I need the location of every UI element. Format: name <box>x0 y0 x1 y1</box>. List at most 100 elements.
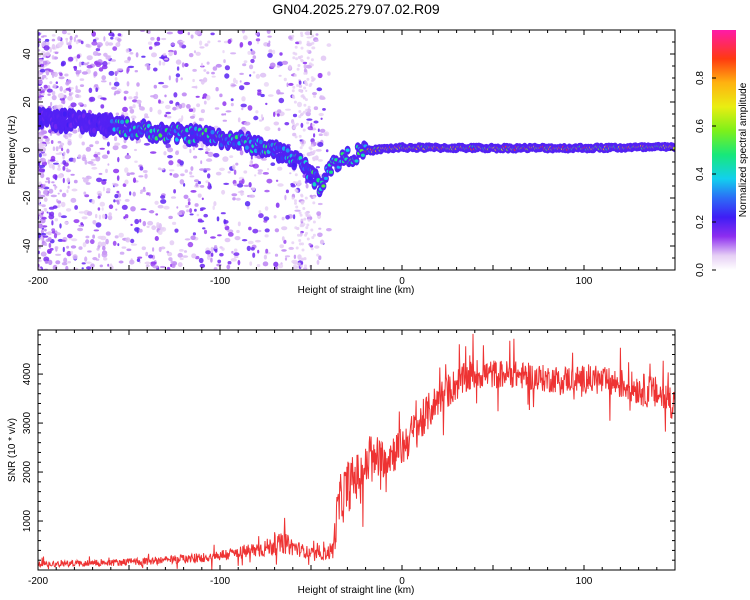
spectrogram-speckle <box>38 59 44 62</box>
spectrogram-speckle <box>294 209 301 212</box>
spectrogram-speckle <box>326 43 332 47</box>
spectrogram-speckle <box>63 134 67 138</box>
spectrogram-speckle <box>100 104 105 109</box>
spectrogram-speckle <box>87 250 92 253</box>
spectrogram-speckle <box>93 71 98 77</box>
spectrogram-speckle <box>60 162 63 165</box>
spectrogram-speckle <box>264 234 269 238</box>
spectrogram-speckle <box>318 133 323 136</box>
spectrogram-speckle <box>143 116 150 119</box>
spectrogram-speckle <box>232 77 237 84</box>
spectrogram-speckle <box>48 188 54 194</box>
spectrogram-speckle <box>51 228 56 232</box>
spectrogram-speckle <box>249 74 252 77</box>
snr-plot-area <box>38 333 675 570</box>
spectrogram-speckle <box>236 229 240 234</box>
spectrogram-speckle <box>38 134 42 138</box>
spectrogram-speckle <box>70 173 75 176</box>
spectrogram-speckle <box>77 127 80 133</box>
spectrogram-speckle <box>176 66 180 71</box>
spectrogram-speckle <box>50 194 57 198</box>
spectrogram-speckle <box>151 52 157 58</box>
spectrogram-speckle <box>297 262 301 266</box>
spectrogram-speckle <box>240 103 247 108</box>
spectrogram-speckle <box>80 222 84 226</box>
spectrogram-speckle <box>61 239 66 242</box>
spectrogram-speckle <box>45 177 50 181</box>
spectrogram-speckle <box>63 257 68 263</box>
spectrogram-speckle <box>44 38 50 42</box>
spectrogram-speckle <box>153 84 157 89</box>
spectrogram-speckle <box>273 261 279 267</box>
spectrogram-speckle <box>199 40 203 46</box>
spectrogram-speckle <box>288 246 295 250</box>
spectrogram-ylabel: Frequency (Hz) <box>7 116 18 185</box>
spectrogram-speckle <box>186 104 191 109</box>
spectrogram-speckle <box>252 55 257 60</box>
spectrogram-speckle <box>239 150 244 156</box>
spectrogram-speckle <box>129 52 134 55</box>
spectrogram-speckle <box>144 261 151 265</box>
y-tick-label: -20 <box>22 190 33 205</box>
spectrogram-ridge <box>308 176 313 181</box>
spectrogram-speckle <box>195 182 199 187</box>
spectrogram-speckle <box>300 46 304 50</box>
spectrogram-speckle <box>274 266 279 270</box>
snr-series-line <box>38 333 675 570</box>
spectrogram-speckle <box>308 62 312 66</box>
spectrogram-speckle <box>80 40 84 45</box>
spectrogram-speckle <box>300 264 303 268</box>
spectrogram-speckle <box>164 114 168 118</box>
spectrogram-speckle <box>176 163 180 167</box>
spectrogram-speckle <box>65 87 71 91</box>
spectrogram-speckle <box>303 64 307 69</box>
spectrogram-speckle <box>60 215 67 219</box>
spectrogram-ridge <box>53 123 58 130</box>
y-tick-label: 40 <box>22 48 33 60</box>
spectrogram-speckle <box>294 173 298 177</box>
spectrogram-speckle <box>183 183 186 187</box>
spectrogram-speckle <box>81 267 84 270</box>
spectrogram-speckle <box>292 126 296 130</box>
spectrogram-speckle <box>113 199 116 203</box>
spectrogram-speckle <box>126 81 130 87</box>
spectrogram-speckle <box>134 148 137 152</box>
spectrogram-speckle <box>205 148 211 152</box>
spectrogram-speckle <box>49 159 56 162</box>
spectrogram-speckle <box>46 88 53 93</box>
spectrogram-speckle <box>170 43 176 46</box>
spectrogram-speckle <box>167 155 173 159</box>
spectrogram-speckle <box>258 210 262 214</box>
spectrogram-speckle <box>303 86 307 90</box>
spectrogram-speckle <box>115 208 118 211</box>
spectrogram-speckle <box>141 246 146 251</box>
spectrogram-speckle <box>279 52 283 56</box>
spectrogram-speckle <box>179 257 184 261</box>
spectrogram-speckle <box>70 102 77 108</box>
spectrogram-speckle <box>119 251 125 255</box>
x-tick-label: 100 <box>576 276 593 287</box>
spectrogram-speckle <box>244 121 251 126</box>
spectrogram-speckle <box>227 39 232 44</box>
spectrogram-speckle <box>250 247 255 251</box>
spectrogram-speckle <box>180 77 183 81</box>
spectrogram-speckle <box>291 196 295 200</box>
spectrogram-speckle <box>182 255 189 258</box>
spectrogram-speckle <box>134 70 138 73</box>
spectrogram-speckle <box>38 168 46 173</box>
spectrogram-speckle <box>154 200 159 205</box>
spectrogram-speckle <box>206 61 210 65</box>
spectrogram-speckle <box>310 247 314 251</box>
spectrogram-speckle <box>237 221 241 227</box>
spectrogram-speckle <box>230 98 234 102</box>
spectrogram-speckle <box>173 50 177 56</box>
spectrogram-speckle <box>292 85 296 89</box>
spectrogram-speckle <box>192 107 196 113</box>
spectrogram-speckle <box>85 239 90 244</box>
spectrogram-speckle <box>49 211 55 217</box>
spectrogram-speckle <box>263 254 267 260</box>
spectrogram-speckle <box>311 236 315 239</box>
spectrogram-speckle <box>106 141 110 147</box>
spectrogram-speckle <box>39 65 45 70</box>
spectrogram-speckle <box>268 49 273 54</box>
